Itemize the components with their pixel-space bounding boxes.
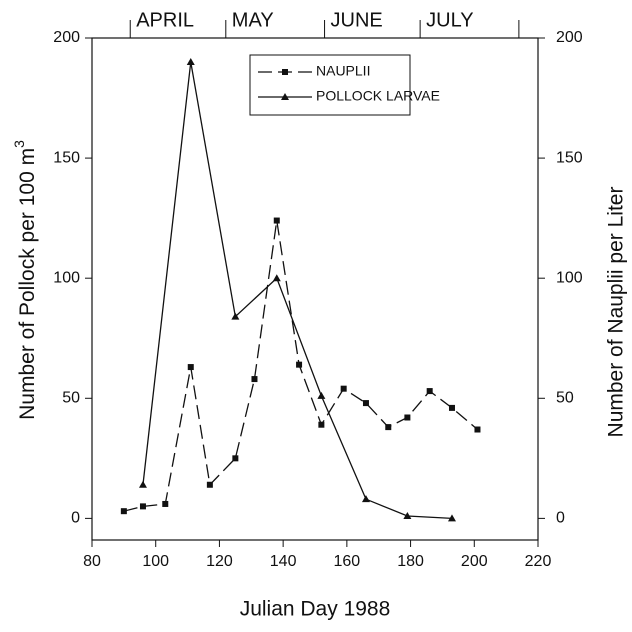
marker (231, 312, 240, 320)
month-label: MAY (232, 9, 274, 31)
x-tick-label: 220 (525, 553, 552, 570)
y-tick-label: 200 (53, 29, 80, 46)
marker (206, 481, 213, 488)
legend-label: NAUPLII (316, 63, 370, 79)
marker (362, 400, 369, 407)
y2-tick-label: 200 (556, 29, 583, 46)
marker (340, 385, 347, 392)
marker (296, 361, 303, 368)
legend-box (249, 54, 411, 116)
y-tick-label: 150 (53, 149, 80, 166)
x-tick-label: 120 (206, 553, 233, 570)
marker (232, 455, 239, 462)
marker (139, 503, 146, 510)
marker (426, 388, 433, 395)
marker (138, 480, 147, 488)
x-tick-label: 100 (142, 553, 169, 570)
x-tick-label: 140 (270, 553, 297, 570)
y-axis-label-sup: 3 (11, 140, 27, 148)
y-axis-label: Number of Pollock per 100 m3 (11, 140, 39, 420)
x-tick-label: 200 (461, 553, 488, 570)
y2-tick-label: 50 (556, 390, 574, 407)
marker (162, 500, 169, 507)
y-axis-label-text: Number of Pollock per 100 m (16, 148, 39, 420)
marker (447, 514, 456, 522)
month-label: JUNE (331, 9, 383, 31)
y2-tick-label: 100 (556, 269, 583, 286)
marker (318, 421, 325, 428)
month-label: JULY (426, 9, 473, 31)
marker (361, 495, 370, 503)
marker (273, 217, 280, 224)
marker (187, 364, 194, 371)
series-line (142, 61, 453, 520)
y2-axis-label: Number of Nauplii per Liter (605, 187, 628, 438)
marker (448, 404, 455, 411)
x-axis-label: Julian Day 1988 (240, 598, 391, 621)
y-tick-label: 50 (62, 390, 80, 407)
marker (403, 511, 412, 519)
y-tick-label: 0 (71, 510, 80, 527)
x-tick-label: 160 (334, 553, 361, 570)
legend-label: POLLOCK LARVAE (316, 88, 440, 104)
marker (385, 424, 392, 431)
y2-tick-label: 0 (556, 510, 565, 527)
marker (474, 426, 481, 433)
y-tick-label: 100 (53, 269, 80, 286)
y2-tick-label: 150 (556, 149, 583, 166)
x-tick-label: 80 (83, 553, 101, 570)
legend-marker (281, 93, 289, 100)
marker (317, 391, 326, 399)
x-tick-label: 180 (397, 553, 424, 570)
marker (186, 58, 195, 66)
month-label: APRIL (136, 9, 194, 31)
marker (251, 376, 258, 383)
marker (120, 508, 127, 515)
legend-marker (282, 69, 288, 75)
marker (404, 414, 411, 421)
marker (272, 274, 281, 282)
